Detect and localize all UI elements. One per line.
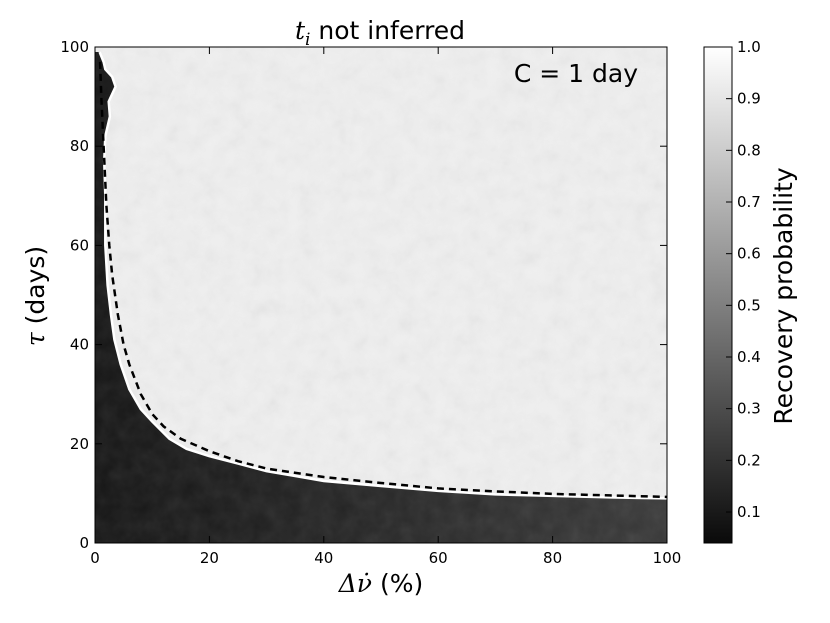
heatmap-noise (95, 47, 667, 543)
chart-title: ti not inferred (295, 16, 465, 50)
x-tick-label: 100 (653, 549, 682, 567)
y-tick-label: 100 (60, 38, 89, 56)
y-axis-ticks: 0 20 40 60 80 100 (60, 38, 667, 552)
x-label-math: Δν̇ (338, 569, 372, 598)
title-subscript: i (305, 30, 310, 50)
y-label-text: (days) (21, 246, 50, 332)
colorbar-ticks: 0.1 0.2 0.3 0.4 0.5 0.6 0.7 0.8 0.9 1.0 (726, 38, 761, 521)
y-tick-label: 40 (70, 336, 89, 354)
colorbar-tick-label: 0.2 (737, 451, 761, 469)
y-tick-label: 20 (70, 435, 89, 453)
colorbar-tick-label: 0.3 (737, 400, 761, 418)
x-tick-label: 40 (314, 549, 333, 567)
x-tick-label: 60 (429, 549, 448, 567)
colorbar-tick-label: 0.9 (737, 90, 761, 108)
colorbar-tick-label: 0.5 (737, 296, 761, 314)
colorbar-tick-label: 0.7 (737, 193, 761, 211)
title-math: t (295, 16, 306, 45)
x-tick-label: 80 (543, 549, 562, 567)
colorbar-tick-label: 0.1 (737, 503, 761, 521)
colorbar-tick-label: 0.6 (737, 245, 761, 263)
x-axis-ticks: 0 20 40 60 80 100 (90, 47, 681, 567)
dashed-theory-curve (98, 61, 667, 499)
white-contour-line (98, 51, 667, 500)
colorbar-tick-label: 1.0 (737, 38, 761, 56)
plot-frame (94, 46, 668, 544)
x-axis-label: Δν̇ (%) (338, 569, 423, 598)
y-tick-label: 80 (70, 137, 89, 155)
colorbar-tick-label: 0.4 (737, 348, 761, 366)
title-text: not inferred (310, 16, 465, 45)
y-axis-label: τ (days) (21, 246, 50, 346)
colorbar-tick-label: 0.8 (737, 141, 761, 159)
x-tick-label: 0 (90, 549, 100, 567)
y-tick-label: 60 (70, 236, 89, 254)
heatmap-area (95, 47, 667, 543)
x-label-text: (%) (372, 569, 423, 598)
annotation-label: C = 1 day (514, 59, 638, 88)
x-tick-label: 20 (200, 549, 219, 567)
colorbar (703, 46, 733, 544)
colorbar-label: Recovery probability (769, 167, 798, 424)
y-tick-label: 0 (79, 534, 89, 552)
y-label-math: τ (21, 331, 50, 346)
